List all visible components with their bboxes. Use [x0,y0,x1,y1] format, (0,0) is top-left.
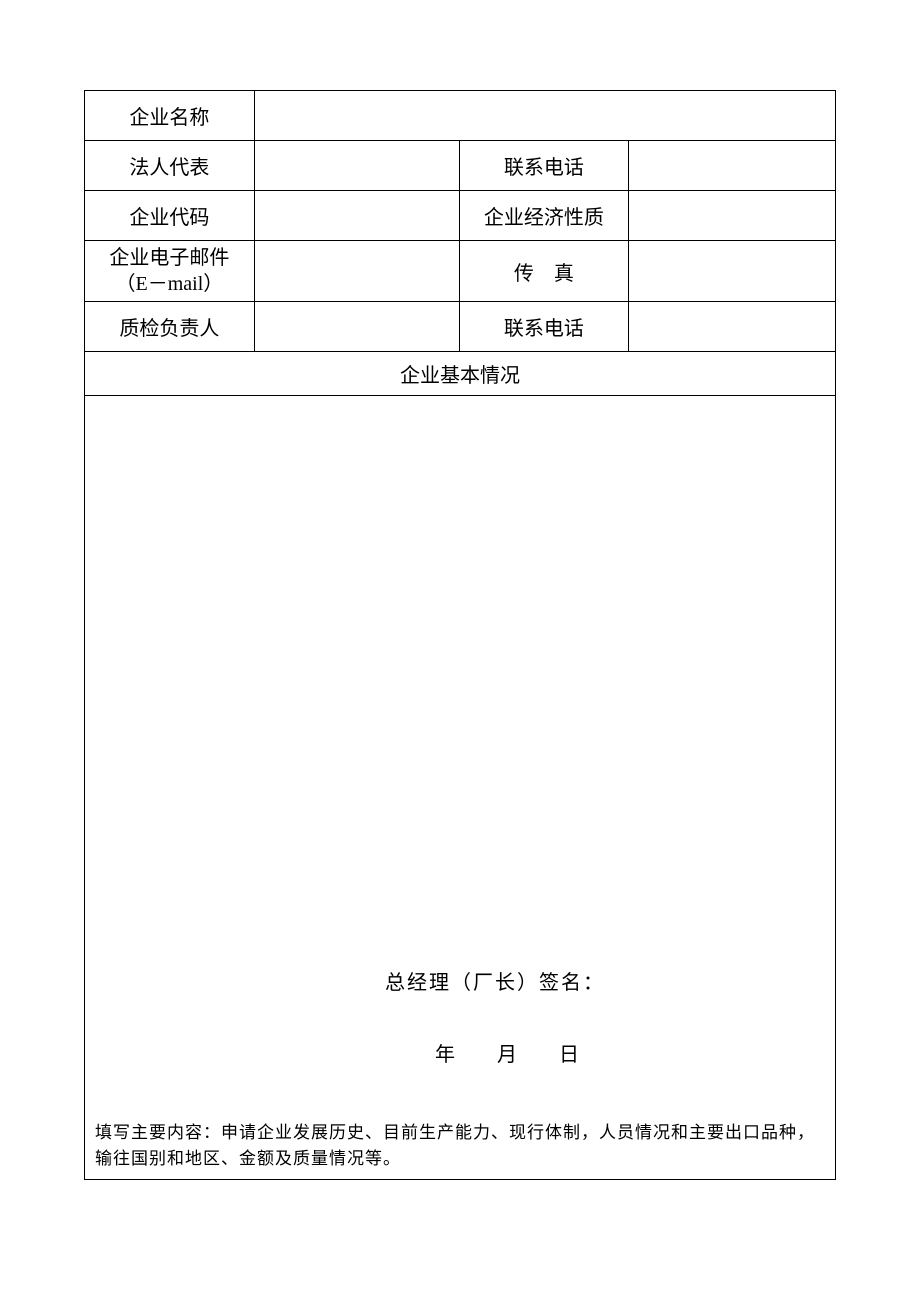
label-email: 企业电子邮件 （E－mail） [85,241,255,302]
label-fax: 传 真 [459,241,629,302]
date-day-label: 日 [559,1044,581,1066]
value-email[interactable] [254,241,459,302]
value-phone-2[interactable] [629,302,836,352]
value-qc-person[interactable] [254,302,459,352]
label-email-line1: 企业电子邮件 [109,247,229,269]
row-legal-rep: 法人代表 联系电话 [85,141,836,191]
section-header-basic-info: 企业基本情况 [85,352,836,396]
label-email-line2: （E－mail） [116,273,224,295]
value-legal-rep[interactable] [254,141,459,191]
row-company-code: 企业代码 企业经济性质 [85,191,836,241]
row-large-section: 总经理（厂长）签名： 年 月 日 填写主要内容：申请企业发展历史、目前生产能力、现行… [85,396,836,1180]
date-year-label: 年 [435,1044,457,1066]
date-line: 年月日 [435,1038,581,1067]
value-economic-nature[interactable] [629,191,836,241]
large-section-inner: 总经理（厂长）签名： 年 月 日 填写主要内容：申请企业发展历史、目前生产能力、现行… [85,396,835,1179]
row-section-header: 企业基本情况 [85,352,836,396]
enterprise-info-form: 企业名称 法人代表 联系电话 企业代码 企业经济性质 企业电子邮件 （E－mai… [84,90,836,1180]
row-email: 企业电子邮件 （E－mail） 传 真 [85,241,836,302]
row-company-name: 企业名称 [85,91,836,141]
row-qc-person: 质检负责人 联系电话 [85,302,836,352]
date-month-label: 月 [497,1044,519,1066]
value-fax[interactable] [629,241,836,302]
label-legal-rep: 法人代表 [85,141,255,191]
footer-note: 填写主要内容：申请企业发展历史、目前生产能力、现行体制，人员情况和主要出口品种，… [95,1120,825,1171]
signature-label: 总经理（厂长）签名： [385,966,605,995]
value-company-code[interactable] [254,191,459,241]
label-company-code: 企业代码 [85,191,255,241]
label-phone-1: 联系电话 [459,141,629,191]
value-company-name[interactable] [254,91,835,141]
basic-info-content-area[interactable]: 总经理（厂长）签名： 年 月 日 填写主要内容：申请企业发展历史、目前生产能力、现行… [85,396,836,1180]
label-economic-nature: 企业经济性质 [459,191,629,241]
label-phone-2: 联系电话 [459,302,629,352]
label-qc-person: 质检负责人 [85,302,255,352]
label-company-name: 企业名称 [85,91,255,141]
value-phone-1[interactable] [629,141,836,191]
